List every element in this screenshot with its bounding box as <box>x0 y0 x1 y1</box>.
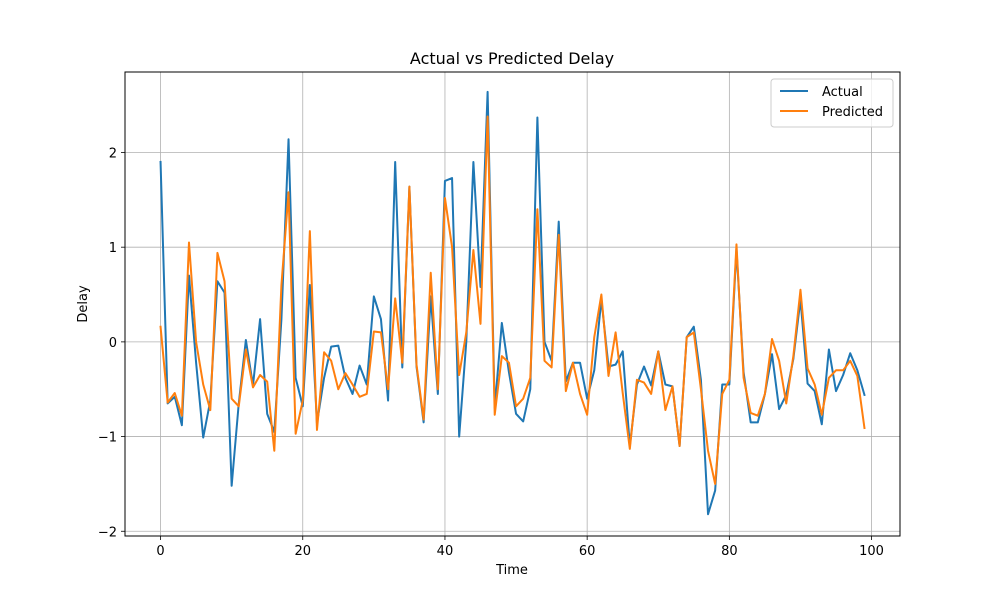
x-tick-label: 40 <box>437 544 454 559</box>
y-tick-label: 2 <box>109 146 117 161</box>
y-tick-label: −1 <box>98 431 117 446</box>
x-tick-label: 60 <box>579 544 596 559</box>
y-tick-label: 0 <box>109 336 117 351</box>
series-layer <box>159 90 866 516</box>
series-line-predicted <box>159 115 866 485</box>
grid <box>125 72 900 536</box>
y-tick-label: −2 <box>98 525 117 540</box>
chart-title: Actual vs Predicted Delay <box>410 49 614 68</box>
y-axis-label: Delay <box>76 285 91 323</box>
x-tick-label: 0 <box>156 544 164 559</box>
legend-label-actual: Actual <box>822 85 863 100</box>
y-tick-label: 1 <box>109 241 117 256</box>
x-tick-label: 20 <box>294 544 311 559</box>
legend: Actual Predicted <box>770 78 894 128</box>
x-axis-label: Time <box>495 563 528 578</box>
ticks: 0 20 40 60 80 100 −2 −1 0 1 2 <box>98 146 884 559</box>
legend-label-predicted: Predicted <box>822 105 883 120</box>
x-tick-label: 80 <box>721 544 738 559</box>
x-tick-label: 100 <box>859 544 884 559</box>
plot-frame <box>124 71 901 537</box>
